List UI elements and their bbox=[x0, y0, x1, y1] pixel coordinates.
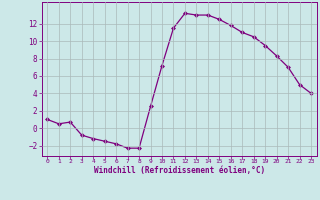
X-axis label: Windchill (Refroidissement éolien,°C): Windchill (Refroidissement éolien,°C) bbox=[94, 166, 265, 175]
